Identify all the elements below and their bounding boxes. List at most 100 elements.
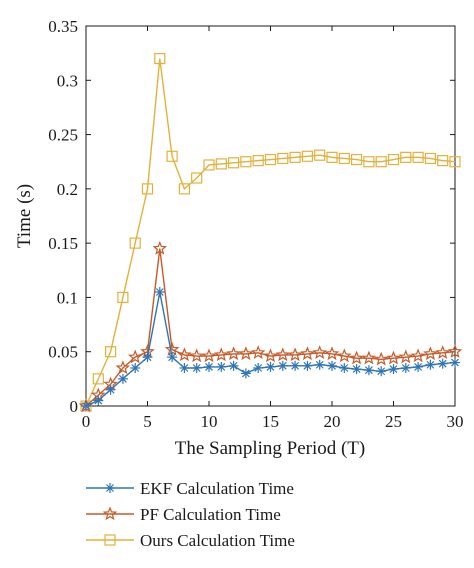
data-point xyxy=(93,395,104,406)
series-square xyxy=(80,52,461,412)
data-point xyxy=(265,361,276,372)
series-asterisk xyxy=(81,287,460,411)
data-point xyxy=(386,350,401,365)
x-axis-title: The Sampling Period (T) xyxy=(175,438,366,459)
data-point xyxy=(191,363,202,373)
data-point xyxy=(228,360,239,371)
data-point xyxy=(250,345,266,359)
data-point xyxy=(104,346,117,358)
series-layer xyxy=(78,52,463,413)
series-line xyxy=(85,248,456,407)
y-tick-label: 0 xyxy=(70,397,79,416)
data-point xyxy=(324,346,340,361)
data-point xyxy=(387,153,400,166)
data-point xyxy=(154,287,165,297)
data-point xyxy=(301,150,313,162)
data-point xyxy=(177,347,192,362)
legend-item: EKF Calculation Time xyxy=(86,479,294,498)
legend-marker xyxy=(102,506,118,521)
data-point xyxy=(337,348,352,363)
data-point xyxy=(435,345,450,359)
data-point xyxy=(277,360,288,371)
data-point xyxy=(226,346,241,361)
data-point xyxy=(203,159,215,171)
data-point xyxy=(412,151,424,163)
data-point xyxy=(326,151,338,163)
data-point xyxy=(81,401,91,411)
data-point xyxy=(130,363,141,373)
data-point xyxy=(351,364,362,375)
data-point xyxy=(400,363,411,373)
data-point xyxy=(339,363,350,373)
data-point xyxy=(410,348,426,363)
y-tick-label: 0.05 xyxy=(48,343,78,362)
x-tick-label: 0 xyxy=(82,412,91,431)
y-tick-label: 0.25 xyxy=(48,126,78,145)
data-point xyxy=(189,348,204,363)
data-point xyxy=(115,360,131,375)
data-point xyxy=(437,155,449,167)
data-point xyxy=(264,153,277,166)
data-point xyxy=(398,349,414,364)
data-point xyxy=(117,291,129,304)
y-axis-title: Time (s) xyxy=(14,184,35,248)
data-point xyxy=(449,156,461,168)
series-line xyxy=(85,58,456,407)
legend-label: PF Calculation Time xyxy=(140,505,281,524)
y-tick-label: 0.1 xyxy=(57,288,78,307)
y-tick-label: 0.15 xyxy=(48,234,78,253)
x-tick-label: 10 xyxy=(201,412,218,431)
data-point xyxy=(300,346,315,361)
x-tick-label: 20 xyxy=(324,412,341,431)
data-point xyxy=(164,341,180,356)
data-point xyxy=(141,183,154,195)
data-point xyxy=(204,361,214,372)
data-point xyxy=(117,373,128,384)
data-point xyxy=(277,152,289,165)
x-axis: 0 5 10 15 20 25 30 xyxy=(82,26,464,431)
data-point xyxy=(191,172,203,184)
data-point xyxy=(228,157,240,169)
data-point xyxy=(338,152,350,165)
data-point xyxy=(376,366,387,377)
data-point xyxy=(201,348,217,363)
data-point xyxy=(314,149,326,161)
data-point xyxy=(289,151,301,163)
y-tick-label: 0.35 xyxy=(48,17,78,36)
data-point xyxy=(400,151,412,163)
x-tick-label: 15 xyxy=(262,412,279,431)
data-point xyxy=(423,346,438,361)
legend-marker xyxy=(104,534,116,546)
data-point xyxy=(373,351,389,366)
data-point xyxy=(361,350,377,365)
x-tick-label: 25 xyxy=(385,412,402,431)
data-point xyxy=(179,363,190,373)
y-tick-label: 0.3 xyxy=(57,71,78,90)
x-tick-label: 30 xyxy=(447,412,464,431)
data-point xyxy=(167,352,178,363)
data-point xyxy=(240,156,252,168)
data-point xyxy=(363,365,374,376)
legend-label: EKF Calculation Time xyxy=(140,479,294,498)
data-point xyxy=(105,384,116,395)
data-point xyxy=(275,347,291,362)
data-point xyxy=(253,363,264,373)
data-point xyxy=(127,349,143,364)
legend: EKF Calculation Time PF Calculation Time O… xyxy=(86,479,295,550)
data-point xyxy=(152,240,168,255)
data-point xyxy=(349,350,364,365)
legend-item: Ours Calculation Time xyxy=(86,531,295,550)
data-point xyxy=(92,373,104,385)
data-point xyxy=(214,347,229,362)
data-point xyxy=(178,183,190,195)
data-point xyxy=(240,368,251,379)
data-point xyxy=(312,345,327,359)
data-point xyxy=(388,364,399,375)
data-point xyxy=(129,237,141,249)
data-point xyxy=(437,358,448,369)
legend-item: PF Calculation Time xyxy=(86,505,281,524)
data-point xyxy=(142,352,153,363)
data-point xyxy=(424,152,436,165)
